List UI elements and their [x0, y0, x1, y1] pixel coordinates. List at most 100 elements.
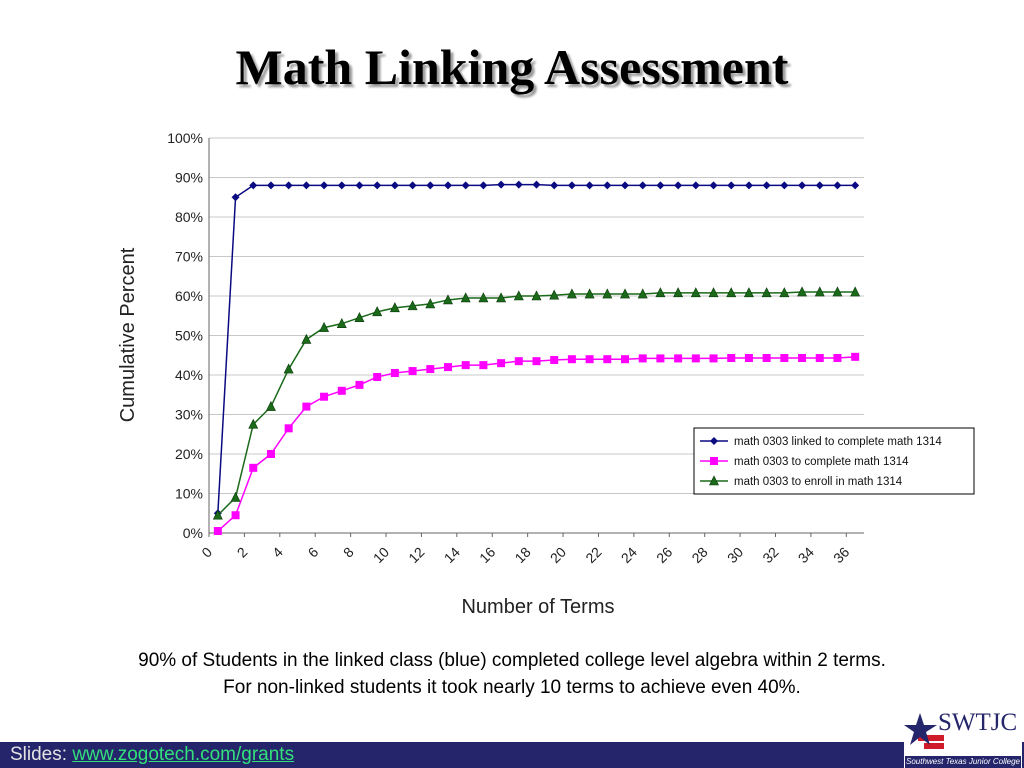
- data-point: [231, 511, 240, 520]
- x-tick-label: 14: [441, 544, 463, 566]
- data-point: [621, 181, 630, 190]
- data-point: [479, 361, 488, 370]
- y-tick-label: 100%: [167, 130, 203, 146]
- data-point: [690, 287, 701, 298]
- footer-link[interactable]: www.zogotech.com/grants: [72, 744, 295, 765]
- data-point: [549, 289, 560, 300]
- data-point: [833, 354, 842, 363]
- data-point: [390, 181, 399, 190]
- x-tick-label: 4: [269, 544, 286, 561]
- x-tick-label: 26: [653, 544, 675, 566]
- legend-swatch-marker: [709, 475, 719, 486]
- y-axis-label: Cumulative Percent: [117, 247, 139, 422]
- data-point: [319, 321, 330, 332]
- data-point: [673, 287, 684, 298]
- data-point: [373, 372, 382, 381]
- data-point: [213, 527, 222, 536]
- data-point: [691, 354, 700, 363]
- logo-text: SWTJC: [938, 709, 1018, 736]
- data-point: [814, 286, 825, 297]
- data-point: [284, 181, 293, 190]
- x-tick-label: 30: [724, 544, 746, 566]
- data-point: [320, 392, 329, 401]
- swtjc-logo: SWTJC Southwest Texas Junior College: [904, 707, 1022, 768]
- data-point: [566, 288, 577, 299]
- data-point: [355, 380, 364, 389]
- chart-gridlines: [209, 137, 864, 534]
- data-point: [461, 181, 470, 190]
- legend-item: math 0303 to complete math 1314: [700, 456, 909, 468]
- star-icon: [904, 713, 944, 749]
- data-point: [655, 287, 666, 298]
- x-tick-label: 32: [759, 544, 781, 566]
- legend-box: [693, 427, 975, 495]
- data-point: [497, 359, 506, 368]
- x-tick-label: 24: [618, 544, 640, 566]
- data-point: [266, 181, 275, 190]
- data-point: [727, 181, 736, 190]
- data-point: [815, 354, 824, 363]
- data-point: [567, 355, 576, 364]
- y-tick-label: 0%: [183, 525, 203, 541]
- data-point: [266, 450, 275, 458]
- chart-series: [212, 180, 861, 536]
- x-tick-label: 16: [476, 544, 498, 566]
- data-point: [780, 354, 789, 363]
- data-point: [620, 288, 630, 299]
- x-tick-label: 34: [795, 544, 817, 566]
- x-axis-ticks: 0 2 4 6 8 10 12 14 16 18 20 22 24 26 28 30 32 34 36: [198, 533, 853, 566]
- data-point: [762, 354, 771, 363]
- legend-swatch-marker: [710, 457, 718, 465]
- data-point: [638, 354, 647, 363]
- logo-subtitle: Southwest Texas Junior College: [905, 756, 1021, 768]
- data-point: [691, 181, 700, 190]
- legend-label: math 0303 to complete math 1314: [734, 456, 909, 468]
- series-square: [213, 352, 860, 536]
- x-tick-label: 18: [511, 544, 533, 566]
- x-tick-label: 12: [405, 544, 427, 566]
- y-tick-label: 60%: [175, 288, 203, 304]
- y-tick-label: 30%: [175, 407, 203, 423]
- legend-item: math 0303 to enroll in math 1314: [700, 475, 903, 488]
- data-point: [496, 292, 507, 303]
- footer-label: Slides:: [10, 744, 73, 765]
- data-point: [709, 181, 718, 190]
- data-point: [443, 363, 452, 372]
- legend-label: math 0303 to enroll in math 1314: [734, 476, 903, 488]
- data-point: [550, 181, 559, 190]
- y-tick-label: 10%: [175, 486, 203, 502]
- footer-bar: [0, 742, 1024, 768]
- data-point: [372, 306, 383, 317]
- y-tick-label: 80%: [175, 209, 203, 225]
- y-tick-label: 90%: [175, 170, 203, 186]
- data-point: [744, 181, 753, 190]
- data-point: [621, 355, 630, 364]
- data-point: [249, 181, 258, 190]
- data-point: [460, 292, 471, 303]
- data-point: [302, 181, 311, 190]
- y-axis-ticks: 0% 10% 20% 30% 40% 50% 60% 70% 80% 90% 100%: [167, 130, 203, 541]
- data-point: [532, 180, 541, 189]
- caption-line-2: For non-linked students it took nearly 1…: [223, 677, 801, 698]
- data-point: [779, 287, 790, 298]
- x-tick-label: 0: [198, 544, 215, 561]
- data-point: [550, 355, 559, 364]
- data-point: [389, 302, 400, 313]
- data-point: [248, 418, 259, 429]
- data-point: [301, 333, 312, 344]
- data-point: [709, 354, 718, 363]
- data-point: [744, 354, 753, 363]
- data-point: [531, 290, 542, 301]
- data-point: [265, 400, 276, 411]
- footer: Slides: www.zogotech.com/grants: [10, 742, 294, 768]
- data-point: [302, 402, 311, 411]
- data-point: [320, 181, 329, 190]
- data-point: [674, 181, 683, 190]
- series-diamond: [213, 180, 860, 518]
- data-point: [585, 181, 594, 190]
- data-point: [408, 367, 417, 376]
- data-point: [336, 317, 347, 328]
- data-point: [355, 181, 364, 190]
- x-tick-label: 10: [370, 544, 392, 566]
- data-point: [231, 193, 240, 202]
